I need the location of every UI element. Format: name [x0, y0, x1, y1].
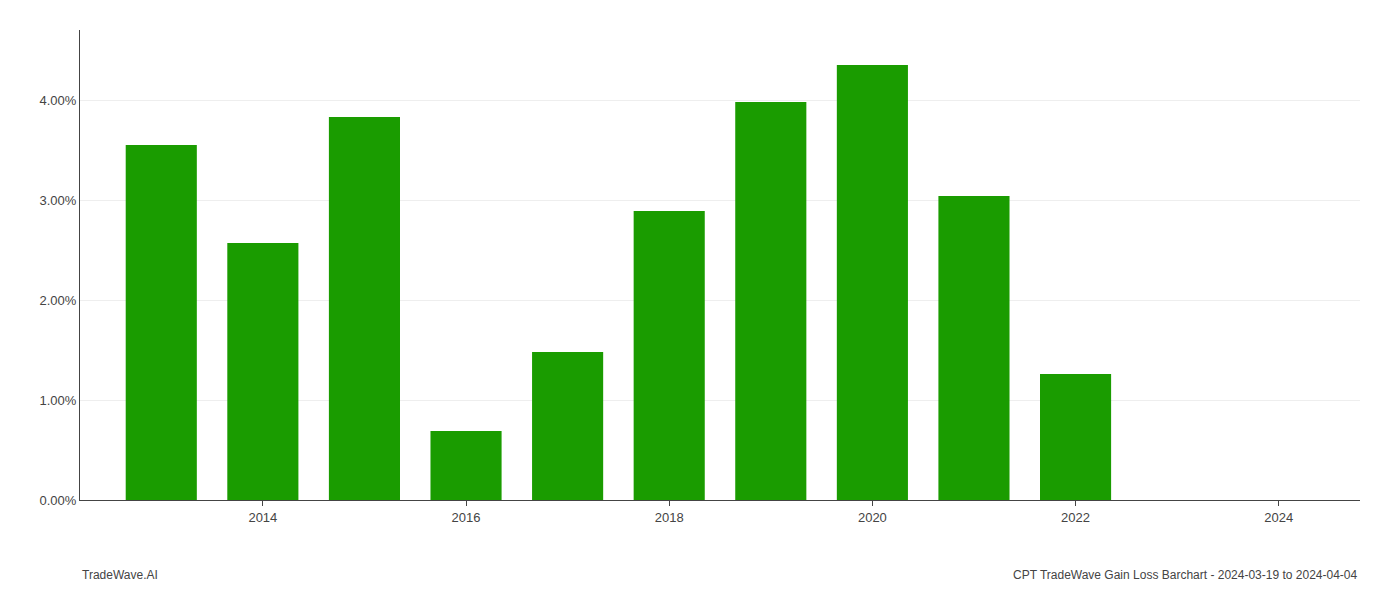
- svg-text:1.00%: 1.00%: [40, 393, 77, 408]
- svg-text:2024: 2024: [1264, 510, 1293, 525]
- svg-text:2022: 2022: [1061, 510, 1090, 525]
- svg-text:TradeWave.AI: TradeWave.AI: [82, 568, 158, 582]
- svg-text:2018: 2018: [655, 510, 684, 525]
- svg-text:2014: 2014: [248, 510, 277, 525]
- svg-text:4.00%: 4.00%: [40, 93, 77, 108]
- svg-text:CPT TradeWave Gain Loss Barcha: CPT TradeWave Gain Loss Barchart - 2024-…: [1013, 568, 1358, 582]
- svg-text:2020: 2020: [858, 510, 887, 525]
- svg-text:3.00%: 3.00%: [40, 193, 77, 208]
- svg-text:2016: 2016: [452, 510, 481, 525]
- svg-text:0.00%: 0.00%: [40, 493, 77, 508]
- svg-text:2.00%: 2.00%: [40, 293, 77, 308]
